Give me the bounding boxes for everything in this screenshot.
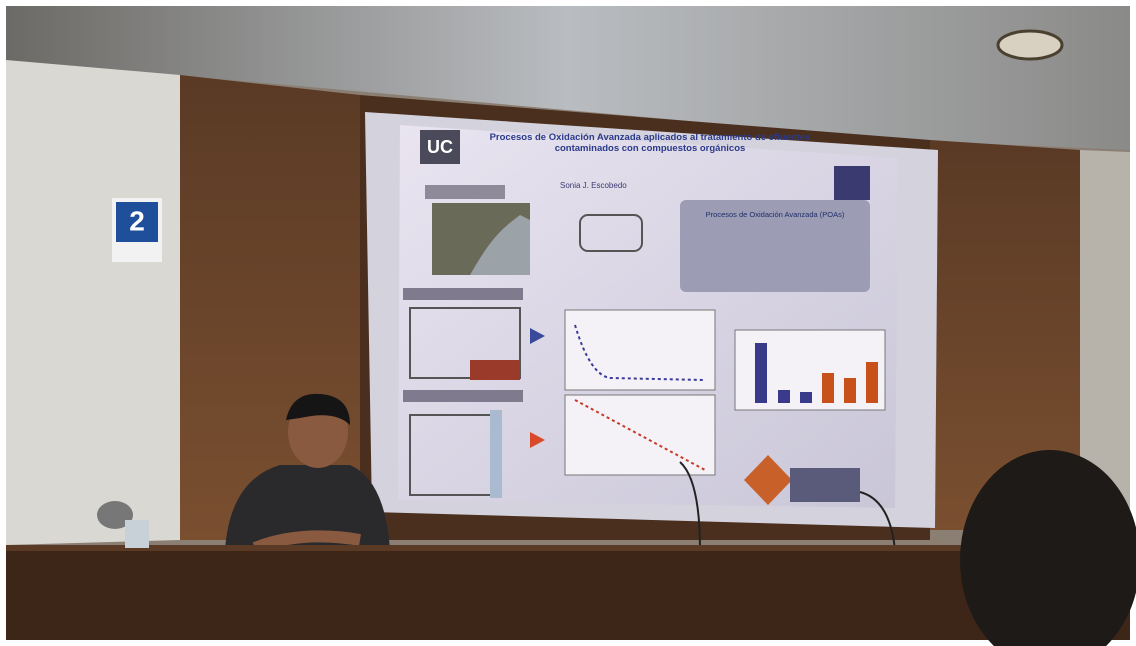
object bbox=[97, 501, 133, 529]
microphone bbox=[859, 491, 896, 551]
hazard-icon bbox=[744, 455, 792, 505]
column bbox=[490, 410, 502, 498]
table bbox=[6, 545, 1130, 640]
diagram-part bbox=[470, 360, 520, 380]
label-bar bbox=[403, 288, 523, 300]
ceiling bbox=[6, 6, 1130, 150]
title-wrap: Procesos de Oxidación Avanzada aplicados… bbox=[489, 132, 811, 154]
arrow bbox=[530, 432, 545, 448]
reactor-icon bbox=[579, 214, 643, 252]
wood-panel bbox=[930, 140, 1080, 530]
speaker-hair bbox=[286, 393, 350, 425]
diagram bbox=[409, 307, 521, 379]
plot-area bbox=[564, 309, 716, 391]
river bbox=[470, 215, 530, 275]
curve bbox=[574, 324, 706, 381]
poa-box-title: Procesos de Oxidación Avanzada (POAs) bbox=[706, 210, 845, 219]
sign-panel bbox=[116, 202, 158, 242]
slide-author: Sonia J. Escobedo bbox=[560, 181, 627, 190]
slide-logo: UC bbox=[427, 137, 453, 157]
speaker-body bbox=[225, 465, 390, 550]
logo-right bbox=[834, 166, 870, 200]
poa-box bbox=[680, 200, 870, 292]
label-bar bbox=[425, 185, 505, 199]
curve bbox=[574, 399, 706, 471]
left-wall bbox=[6, 60, 180, 545]
label-bar bbox=[403, 390, 523, 402]
arrow bbox=[530, 328, 545, 344]
microphone bbox=[679, 461, 701, 551]
speaker-hands bbox=[252, 530, 361, 554]
bar-shape bbox=[755, 343, 767, 403]
note-box bbox=[790, 468, 860, 502]
sign-label: 2 bbox=[129, 205, 145, 236]
bar-shape bbox=[778, 390, 790, 403]
table-edge bbox=[6, 545, 1130, 551]
right-wall bbox=[1080, 150, 1130, 530]
bottle bbox=[125, 520, 149, 548]
logo-box bbox=[420, 130, 460, 164]
slide-title: Procesos de Oxidación Avanzada aplicados… bbox=[489, 132, 811, 154]
bar-shape bbox=[800, 392, 812, 403]
bar-shape bbox=[866, 362, 878, 403]
bar-shape bbox=[822, 373, 834, 403]
audience-head bbox=[960, 450, 1136, 646]
ceiling-light bbox=[996, 29, 1064, 61]
bar-shape bbox=[844, 378, 856, 403]
